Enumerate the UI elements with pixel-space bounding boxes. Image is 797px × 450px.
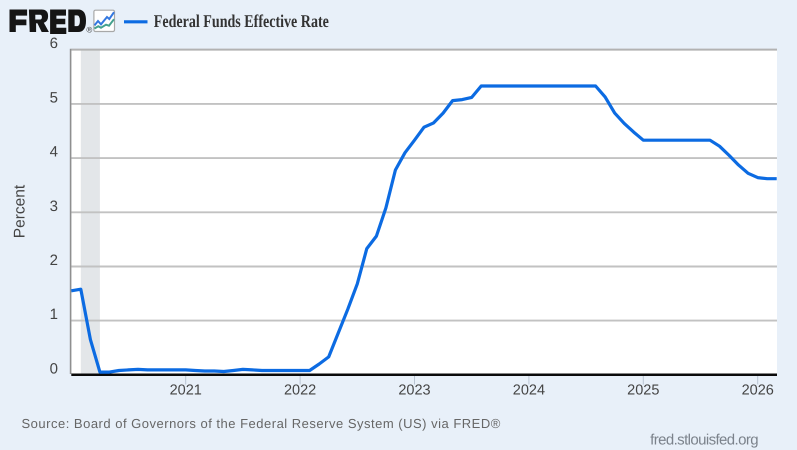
svg-text:fred.stlouisfed.org: fred.stlouisfed.org — [650, 431, 758, 448]
svg-text:3: 3 — [50, 198, 58, 215]
svg-text:2022: 2022 — [284, 382, 316, 398]
svg-text:4: 4 — [50, 144, 58, 161]
svg-text:2: 2 — [50, 252, 58, 269]
svg-text:1: 1 — [50, 306, 58, 323]
svg-text:0: 0 — [50, 360, 58, 377]
svg-text:5: 5 — [50, 89, 58, 106]
svg-text:2024: 2024 — [513, 382, 545, 398]
svg-text:Percent: Percent — [12, 184, 29, 238]
svg-text:2021: 2021 — [170, 382, 202, 398]
svg-text:2026: 2026 — [742, 382, 774, 398]
svg-text:2025: 2025 — [627, 382, 659, 398]
svg-text:Federal Funds Effective Rate: Federal Funds Effective Rate — [154, 11, 329, 31]
svg-text:®: ® — [86, 25, 92, 34]
svg-text:6: 6 — [50, 35, 58, 52]
svg-text:Source: Board of Governors of: Source: Board of Governors of the Federa… — [22, 416, 501, 431]
svg-text:2023: 2023 — [398, 382, 430, 398]
